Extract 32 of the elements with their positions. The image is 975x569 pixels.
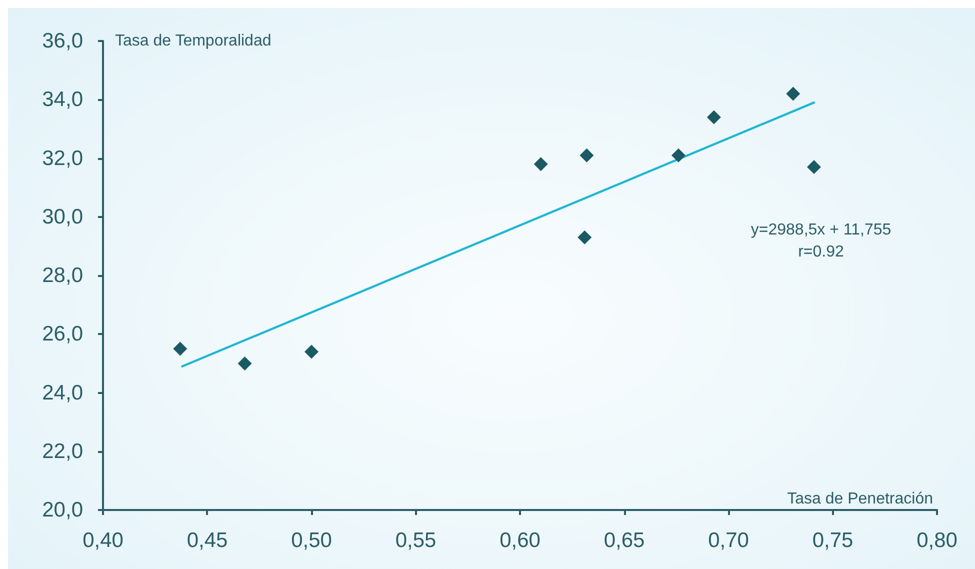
point (806, 160, 821, 174)
annotation: r=0.92 (798, 244, 844, 260)
y-axis-title: Tasa de Temporalidad (115, 32, 272, 50)
x-tick-label: 0,60 (500, 529, 540, 552)
point (304, 344, 318, 359)
y-tick-label: 28,0 (42, 264, 83, 287)
y-tick-label: 36,0 (42, 30, 83, 52)
y-tick-label: 22,0 (42, 440, 83, 463)
point (578, 230, 592, 244)
point (671, 148, 686, 162)
y-tick-label: 30,0 (42, 205, 83, 228)
x-axis-title: Tasa de Penetración (787, 490, 933, 508)
y-tick-label: 32,0 (42, 146, 83, 170)
x-tick-label: 0,70 (708, 529, 749, 552)
x-tick-label: 0,40 (82, 529, 124, 552)
y-tick-label: 26,0 (42, 322, 83, 346)
x-tick-label: 0,80 (916, 529, 958, 552)
x-tick-label: 0,50 (291, 529, 332, 552)
y-tick-label: 34,0 (42, 88, 83, 112)
y-tick-label: 20,0 (42, 498, 83, 522)
point (173, 342, 188, 356)
annotation: y=2988,5x + 11,755 (750, 222, 892, 238)
point (238, 356, 252, 370)
x-tick-label: 0,65 (604, 529, 645, 552)
point (786, 86, 800, 101)
y-tick-label: 24,0 (42, 381, 83, 404)
x-tick-label: 0,55 (395, 529, 436, 552)
point (706, 110, 721, 124)
point (580, 148, 594, 162)
x-tick-label: 0,45 (186, 529, 228, 552)
point (534, 157, 548, 172)
x-tick-label: 0,75 (812, 529, 854, 552)
